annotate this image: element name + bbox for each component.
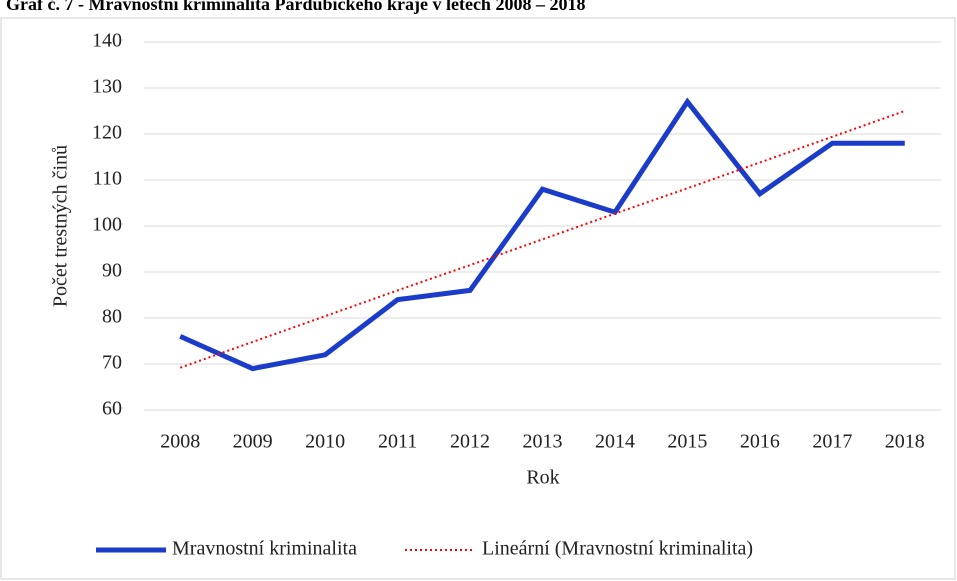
y-tick-label: 110: [93, 168, 122, 190]
chart-frame: [0, 17, 956, 580]
y-tick-label: 140: [92, 30, 122, 52]
x-tick-label: 2009: [233, 431, 273, 453]
legend-label: Lineární (Mravnostní kriminalita): [482, 538, 753, 560]
x-tick-label: 2011: [378, 431, 417, 453]
chart-title: Graf č. 7 - Mravnostní kriminalita Pardu…: [6, 0, 585, 14]
y-tick-label: 80: [102, 306, 122, 328]
x-axis-label: Rok: [526, 467, 559, 489]
y-tick-label: 90: [102, 260, 122, 282]
y-tick-label: 70: [102, 352, 122, 374]
y-tick-label: 130: [92, 76, 122, 98]
x-tick-label: 2010: [305, 431, 345, 453]
data-line: [179, 97, 905, 372]
x-tick-label: 2008: [160, 431, 200, 453]
y-tick-label: 60: [102, 398, 122, 420]
x-tick-label: 2018: [885, 431, 925, 453]
trend-line: [179, 110, 906, 369]
x-tick-label: 2014: [595, 431, 635, 453]
x-tick-label: 2016: [740, 431, 780, 453]
x-tick-label: 2013: [523, 431, 563, 453]
x-tick-label: 2015: [667, 431, 707, 453]
legend-label: Mravnostní kriminalita: [172, 538, 357, 560]
y-axis-label: Počet trestných činů: [50, 145, 72, 307]
y-tick-label: 100: [92, 214, 122, 236]
x-tick-label: 2012: [450, 431, 490, 453]
x-tick-label: 2017: [812, 431, 852, 453]
y-tick-label: 120: [92, 122, 122, 144]
